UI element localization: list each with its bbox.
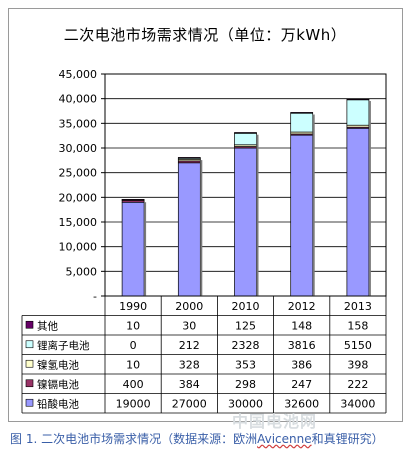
data-table-cell: 386 [291, 358, 312, 371]
data-table-cell: 30 [182, 319, 196, 332]
legend-label: 镍镉电池 [37, 378, 79, 391]
data-table-cell: 148 [291, 319, 312, 332]
data-table-cell: 34000 [340, 397, 375, 410]
bar-shadow [144, 202, 147, 296]
y-tick-label: 30,000 [59, 142, 98, 155]
data-table-cell: 298 [235, 378, 256, 391]
x-category-label: 1990 [119, 300, 147, 313]
data-table-cell: 222 [347, 378, 368, 391]
figure-caption: 图 1. 二次电池市场需求情况（数据来源：欧洲Avicenne和真锂研究） [10, 430, 384, 447]
data-table-cell: 400 [123, 378, 144, 391]
caption-source-name: Avicenne [257, 432, 312, 446]
bar-segment [234, 132, 257, 134]
bar-segment [290, 112, 314, 114]
data-table-cell: 3816 [288, 339, 316, 352]
bar-segment [121, 201, 145, 297]
watermark: 中国电池网 [232, 412, 318, 431]
y-tick-label: 45,000 [59, 68, 98, 81]
bar-shadow [200, 160, 203, 296]
x-category-label: 2000 [175, 300, 203, 313]
bar-shadow [368, 101, 371, 296]
bar-segment [177, 157, 201, 159]
bar-segment [346, 127, 370, 297]
legend-swatch [25, 320, 34, 329]
caption-suffix: 和真锂研究） [311, 432, 384, 446]
data-table-cell: 125 [235, 319, 256, 332]
chart-title: 二次电池市场需求情况（单位：万kWh） [63, 26, 347, 44]
y-tick-label: 25,000 [59, 167, 98, 180]
y-tick-label: 10,000 [59, 241, 98, 254]
legend-swatch [25, 379, 34, 388]
legend-swatch [25, 340, 34, 349]
bar-segment [234, 147, 257, 297]
legend-swatch [25, 398, 34, 407]
x-category-label: 2010 [232, 300, 260, 313]
data-table-cell: 0 [130, 339, 137, 352]
data-table-cell: 5150 [344, 339, 372, 352]
data-table-cell: 27000 [172, 397, 207, 410]
bar-shadow [256, 134, 259, 296]
bar-segment [121, 199, 145, 201]
x-category-label: 2013 [344, 300, 372, 313]
data-table-cell: 10 [126, 358, 140, 371]
bar-segment [346, 98, 370, 101]
y-tick-label: 40,000 [59, 93, 98, 106]
bar-segment [346, 99, 370, 126]
legend-label: 锂离子电池 [37, 339, 90, 352]
data-table-cell: 30000 [228, 397, 263, 410]
legend-label: 铅酸电池 [37, 397, 79, 410]
data-table-cell: 384 [179, 378, 200, 391]
data-table-cell: 398 [347, 358, 368, 371]
data-table-cell: 328 [179, 358, 200, 371]
y-tick-label: 20,000 [59, 191, 98, 204]
bar-segment [177, 162, 201, 297]
x-category-label: 2012 [288, 300, 316, 313]
bar-shadow [312, 114, 315, 296]
bar-segment [234, 132, 257, 146]
legend-label: 其他 [37, 319, 58, 332]
bar-segment [290, 112, 314, 133]
data-table-cell: 247 [291, 378, 312, 391]
legend-label: 镍氢电池 [37, 358, 79, 371]
legend-swatch [25, 359, 34, 368]
y-tick-label: - [93, 290, 97, 303]
caption-prefix: 图 1. 二次电池市场需求情况（数据来源：欧洲 [10, 432, 258, 446]
y-tick-label: 15,000 [59, 216, 98, 229]
data-table-cell: 10 [126, 319, 140, 332]
data-table-cell: 32600 [284, 397, 319, 410]
data-table-cell: 19000 [116, 397, 151, 410]
data-table-cell: 353 [235, 358, 256, 371]
data-table-cell: 212 [179, 339, 200, 352]
bar-segment [290, 134, 314, 297]
data-table-cell: 2328 [232, 339, 260, 352]
data-table-cell: 158 [347, 319, 368, 332]
y-tick-label: 35,000 [59, 117, 98, 130]
y-tick-label: 5,000 [66, 265, 98, 278]
